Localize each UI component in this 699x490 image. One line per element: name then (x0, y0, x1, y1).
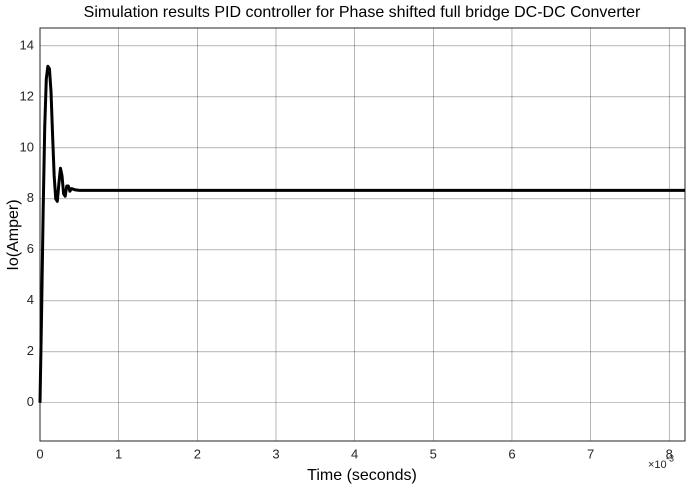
plot-frame (39, 27, 686, 442)
x-axis-label: Time (seconds) (307, 467, 417, 484)
y-tick-label: 0 (27, 394, 34, 409)
x-tick-label: 1 (115, 446, 122, 461)
y-tick-label: 12 (20, 88, 34, 103)
chart-title: Simulation results PID controller for Ph… (84, 4, 641, 21)
y-axis-label: Io(Amper) (5, 199, 22, 270)
x-multiplier-base: ×10 (648, 459, 667, 471)
y-tick-label: 10 (20, 139, 34, 154)
x-tick-label: 3 (272, 446, 279, 461)
x-tick-label: 8 (666, 446, 673, 461)
y-tick-label: 2 (27, 343, 34, 358)
y-tick-label: 8 (27, 190, 34, 205)
x-tick-label: 7 (587, 446, 594, 461)
x-tick-label: 4 (351, 446, 358, 461)
y-tick-label: 6 (27, 241, 34, 256)
x-tick-label: 2 (194, 446, 201, 461)
x-tick-label: 0 (36, 446, 43, 461)
data-line (38, 64, 685, 403)
y-tick-label: 4 (27, 292, 34, 307)
x-multiplier-exponent: -3 (666, 453, 674, 463)
x-tick-label: 5 (430, 446, 437, 461)
x-tick-label: 6 (508, 446, 515, 461)
y-tick-label: 14 (20, 37, 34, 52)
